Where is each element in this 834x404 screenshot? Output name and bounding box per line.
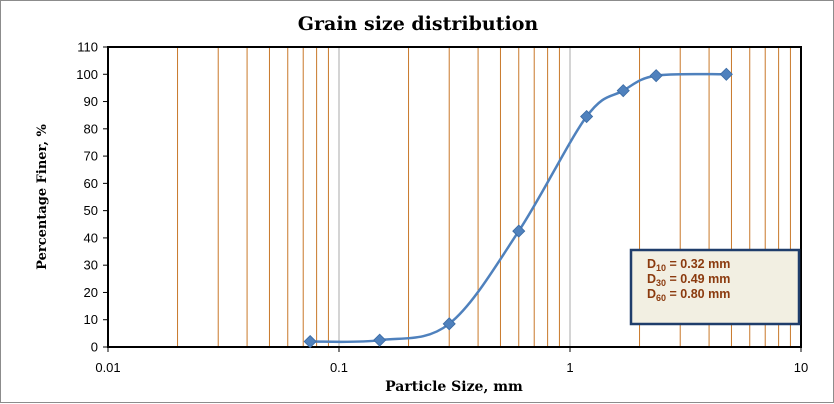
y-tick-label: 40 (84, 230, 98, 245)
d-value-line: D10 = 0.32 mm (647, 257, 730, 273)
chart-title: Grain size distribution (298, 13, 539, 35)
d-value-line: D60 = 0.80 mm (647, 287, 730, 303)
y-tick-label: 60 (84, 176, 98, 191)
x-tick-label: 1 (566, 360, 573, 375)
x-axis-label: Particle Size, mm (385, 379, 523, 395)
y-tick-label: 30 (84, 258, 98, 273)
y-tick-label: 110 (77, 40, 98, 55)
y-axis-label: Percentage Finer, % (35, 124, 50, 270)
y-tick-labels: 0 10 20 30 40 50 60 70 80 90 100 110 (76, 40, 108, 355)
y-tick-label: 70 (84, 149, 98, 164)
plot-area-border (107, 46, 802, 348)
data-point (719, 67, 733, 81)
x-tick-label: 0.1 (330, 360, 348, 375)
data-points (303, 67, 733, 349)
data-point (442, 317, 456, 331)
y-tick-label: 20 (84, 285, 98, 300)
y-tick-label: 80 (84, 121, 98, 136)
data-point (303, 334, 317, 349)
d-value-line: D30 = 0.49 mm (647, 272, 730, 288)
data-point (580, 109, 594, 124)
d-values-box-background (629, 248, 801, 326)
x-tick-labels: 0.01 0.1 1 10 (95, 347, 808, 375)
data-point (649, 69, 663, 83)
y-tick-label: 0 (91, 340, 98, 355)
x-tick-label: 0.01 (95, 360, 120, 375)
data-point (373, 333, 387, 347)
data-point (616, 84, 630, 98)
series-line (310, 72, 727, 344)
y-tick-label: 90 (84, 94, 98, 109)
y-tick-label: 10 (84, 312, 98, 327)
x-tick-label: 10 (794, 360, 808, 375)
data-point (512, 224, 526, 238)
y-tick-label: 100 (76, 67, 98, 82)
y-tick-label: 50 (84, 203, 98, 218)
